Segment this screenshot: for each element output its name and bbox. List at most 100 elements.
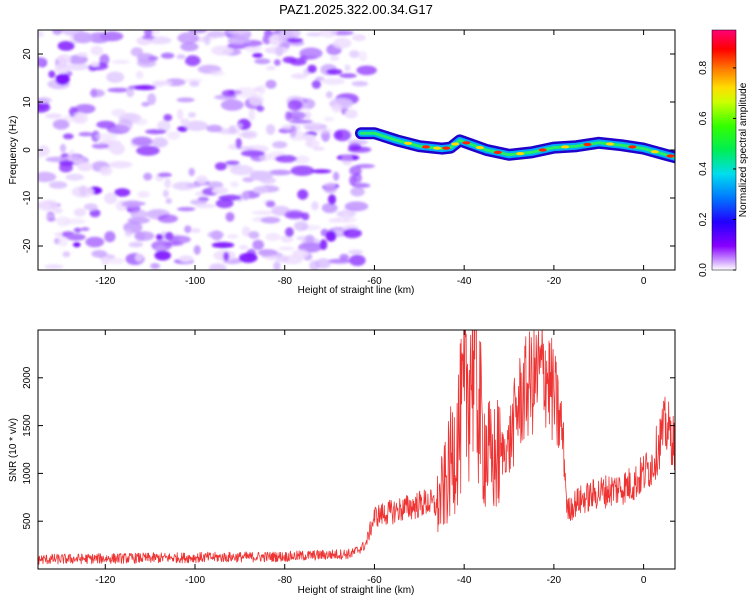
noise-blob xyxy=(287,99,303,111)
noise-blob xyxy=(144,30,153,37)
noise-blob xyxy=(206,181,224,189)
noise-blob xyxy=(91,250,108,258)
noise-blob xyxy=(223,251,230,261)
noise-blob xyxy=(215,198,234,209)
noise-blob xyxy=(206,124,223,133)
noise-blob xyxy=(134,118,148,126)
noise-blob xyxy=(163,114,173,122)
noise-blob xyxy=(191,228,201,233)
noise-blob xyxy=(242,190,250,201)
noise-blob xyxy=(356,65,377,76)
noise-blob xyxy=(114,188,131,197)
y-tick-label: 500 xyxy=(22,512,33,529)
noise-blob xyxy=(282,56,297,64)
noise-blob xyxy=(238,252,258,263)
noise-blob xyxy=(304,111,312,120)
noise-blob xyxy=(121,200,143,208)
noise-blob xyxy=(101,256,110,266)
noise-blob xyxy=(349,254,366,266)
noise-blob xyxy=(128,241,144,248)
noise-blob xyxy=(311,169,332,174)
noise-blob xyxy=(358,51,368,62)
y-tick-label: 0 xyxy=(22,147,33,153)
noise-blob xyxy=(342,228,362,239)
x-tick-label: 0 xyxy=(641,575,647,586)
noise-blob xyxy=(131,136,153,146)
noise-blob xyxy=(265,200,276,208)
noise-blob xyxy=(135,253,144,262)
noise-blob xyxy=(325,230,337,242)
noise-blob xyxy=(211,45,234,56)
noise-blob xyxy=(44,264,64,269)
noise-blob xyxy=(253,186,269,194)
noise-blob xyxy=(135,70,144,79)
noise-blob xyxy=(321,202,338,214)
snr-series-line xyxy=(38,330,675,565)
noise-blob xyxy=(184,120,208,131)
noise-blob xyxy=(265,65,276,71)
noise-blob xyxy=(157,214,178,223)
noise-blob xyxy=(294,221,309,232)
noise-blob xyxy=(91,143,110,149)
noise-blob xyxy=(193,245,201,255)
noise-blob xyxy=(99,166,113,176)
noise-blob xyxy=(204,34,211,46)
noise-blob xyxy=(275,45,284,57)
ridge-peak xyxy=(493,150,502,154)
noise-blob xyxy=(220,99,244,111)
noise-blob xyxy=(62,251,71,258)
noise-blob xyxy=(195,203,216,209)
y-tick-label: 2000 xyxy=(22,366,33,389)
noise-blob xyxy=(89,208,101,218)
noise-blob xyxy=(77,52,88,57)
chart-title: PAZ1.2025.322.00.34.G17 xyxy=(279,2,433,17)
noise-blob xyxy=(47,217,57,222)
noise-blob xyxy=(136,145,160,156)
noise-blob xyxy=(90,88,98,98)
noise-blob xyxy=(155,233,164,241)
noise-blob xyxy=(57,54,72,65)
noise-blob xyxy=(352,34,366,42)
x-tick-label: -100 xyxy=(185,575,205,586)
noise-blob xyxy=(72,112,88,125)
noise-blob xyxy=(326,68,343,75)
noise-blob xyxy=(157,120,171,132)
noise-blob xyxy=(290,165,315,176)
noise-blob xyxy=(145,129,167,135)
colorbar-tick-label: 0.0 xyxy=(698,263,709,277)
noise-blob xyxy=(305,234,315,244)
noise-blob xyxy=(226,234,239,239)
noise-blob xyxy=(327,194,337,205)
noise-blob xyxy=(107,87,130,93)
noise-blob xyxy=(351,81,369,87)
noise-blob xyxy=(333,171,340,181)
noise-blob xyxy=(278,34,287,44)
x-tick-label: -40 xyxy=(457,575,472,586)
ridge-peak xyxy=(442,146,451,150)
ridge-peak xyxy=(404,141,413,145)
noise-blob xyxy=(241,226,251,237)
noise-blob xyxy=(160,52,175,59)
noise-blob xyxy=(352,183,371,188)
noise-blob xyxy=(184,225,192,234)
noise-blob xyxy=(227,36,251,46)
spectrogram-x-ticks: -120 -100 -80 -60 -40 -20 0 xyxy=(95,30,647,287)
x-tick-label: -20 xyxy=(547,575,562,586)
noise-blob xyxy=(134,231,155,241)
noise-blob xyxy=(251,210,274,215)
noise-blob xyxy=(258,84,266,95)
noise-blob xyxy=(248,109,256,121)
noise-blob xyxy=(225,212,235,222)
noise-blob xyxy=(347,146,372,153)
noise-blob xyxy=(54,62,70,74)
noise-blob xyxy=(127,217,150,224)
noise-blob xyxy=(286,111,306,120)
noise-blob xyxy=(273,261,281,270)
noise-blob xyxy=(292,249,309,259)
noise-blob xyxy=(61,30,84,36)
noise-blob xyxy=(38,31,44,38)
noise-blob xyxy=(312,146,325,151)
y-tick-label: -20 xyxy=(22,238,33,253)
noise-blob xyxy=(56,216,71,227)
y-tick-label: -10 xyxy=(22,190,33,205)
